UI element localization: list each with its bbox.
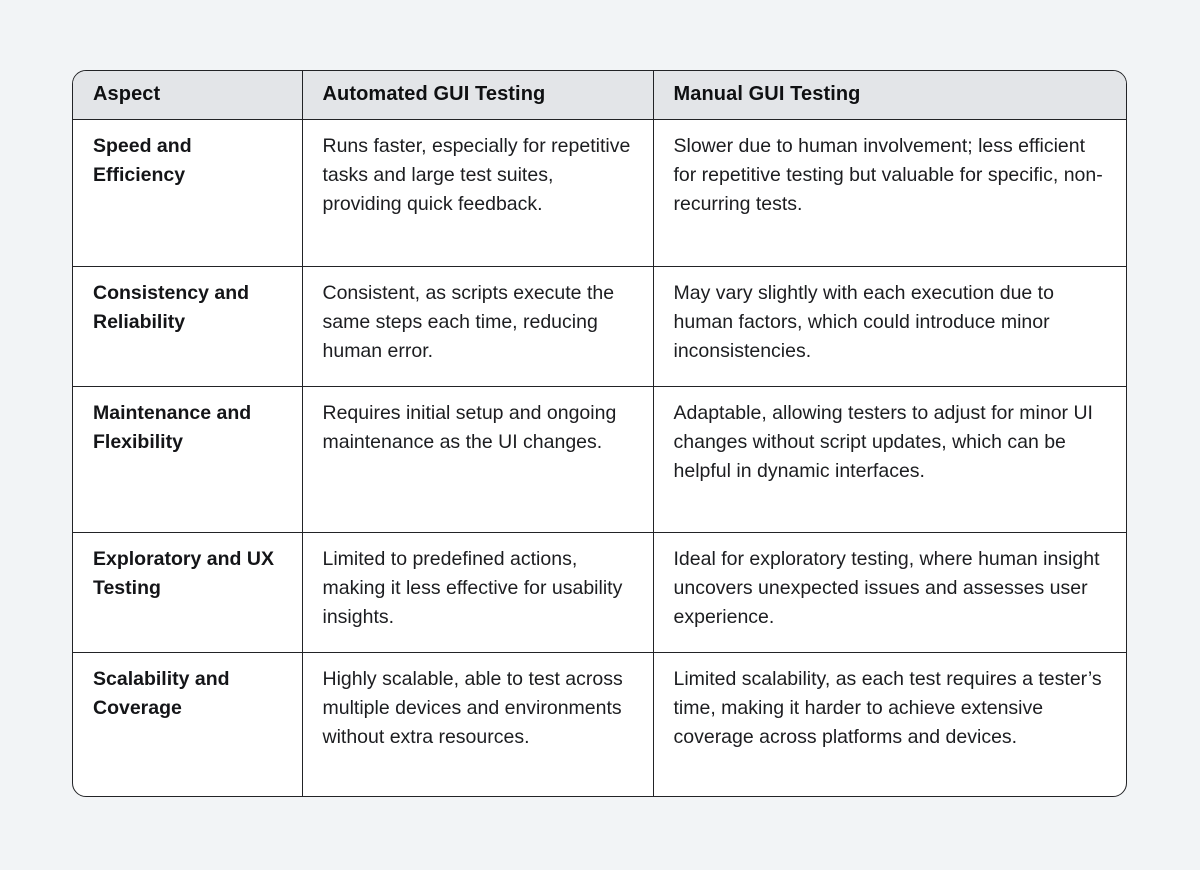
header-row: Aspect Automated GUI Testing Manual GUI … bbox=[73, 71, 1126, 120]
cell-aspect: Speed and Efficiency bbox=[73, 118, 303, 267]
cell-automated: Requires initial setup and ongoing maint… bbox=[301, 385, 654, 533]
cell-automated: Highly scalable, able to test across mul… bbox=[301, 651, 654, 796]
cell-aspect: Consistency and Reliability bbox=[73, 265, 303, 387]
cell-automated: Consistent, as scripts execute the same … bbox=[301, 265, 654, 387]
cell-aspect: Maintenance and Flexibility bbox=[73, 385, 303, 533]
table-row: Exploratory and UX Testing Limited to pre… bbox=[73, 531, 1126, 653]
cell-manual: May vary slightly with each execution du… bbox=[652, 265, 1126, 387]
table-row: Maintenance and Flexibility Requires init… bbox=[73, 385, 1126, 533]
table-row: Scalability and Coverage Highly scalable,… bbox=[73, 651, 1126, 796]
cell-aspect: Exploratory and UX Testing bbox=[73, 531, 303, 653]
table-row: Speed and Efficiency Runs faster, especia… bbox=[73, 118, 1126, 267]
cell-manual: Ideal for exploratory testing, where hum… bbox=[652, 531, 1126, 653]
cell-automated: Limited to predefined actions, making it… bbox=[301, 531, 654, 653]
column-header-automated-gui-testing: Automated GUI Testing bbox=[301, 71, 654, 120]
table-row: Consistency and Reliability Consistent, a… bbox=[73, 265, 1126, 387]
cell-manual: Adaptable, allowing testers to adjust fo… bbox=[652, 385, 1126, 533]
gui-testing-comparison-table: Aspect Automated GUI Testing Manual GUI … bbox=[73, 71, 1126, 796]
cell-manual: Limited scalability, as each test requir… bbox=[652, 651, 1126, 796]
cell-automated: Runs faster, especially for repetitive t… bbox=[301, 118, 654, 267]
column-header-aspect: Aspect bbox=[73, 71, 303, 120]
column-header-manual-gui-testing: Manual GUI Testing bbox=[652, 71, 1126, 120]
cell-manual: Slower due to human involvement; less ef… bbox=[652, 118, 1126, 267]
table-body: Speed and Efficiency Runs faster, especia… bbox=[73, 118, 1126, 796]
comparison-table-card: Aspect Automated GUI Testing Manual GUI … bbox=[72, 70, 1127, 797]
cell-aspect: Scalability and Coverage bbox=[73, 651, 303, 796]
